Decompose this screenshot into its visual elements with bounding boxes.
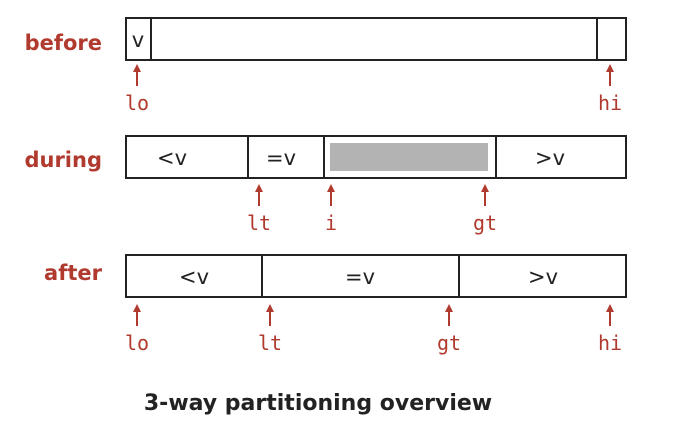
arrowhead-icon	[255, 184, 263, 192]
index-label-lt: lt	[258, 331, 282, 355]
during-pointer-i: i	[325, 184, 337, 235]
after-cell-less: <v	[179, 265, 209, 289]
arrowhead-icon	[445, 304, 453, 312]
after-pointer-gt: gt	[437, 304, 461, 355]
stage-label-after: after	[44, 261, 103, 285]
stage-label-before: before	[25, 31, 102, 55]
during-pointer-lt: lt	[247, 184, 271, 235]
index-label-lo: lo	[125, 331, 149, 355]
index-label-hi: hi	[598, 331, 622, 355]
arrowhead-icon	[481, 184, 489, 192]
arrowhead-icon	[327, 184, 335, 192]
arrowhead-icon	[606, 304, 614, 312]
during-array: <v =v >v	[125, 135, 627, 179]
arrowhead-icon	[606, 64, 614, 72]
index-label-i: i	[325, 211, 337, 235]
arrowhead-icon	[133, 304, 141, 312]
after-pointer-hi: hi	[598, 304, 622, 355]
after-array-box	[125, 254, 627, 298]
during-cell-less: <v	[157, 146, 187, 170]
index-label-gt: gt	[437, 331, 461, 355]
arrowhead-icon	[266, 304, 274, 312]
diagram-caption: 3-way partitioning overview	[144, 391, 492, 416]
index-label-gt: gt	[473, 211, 497, 235]
during-cell-greater: >v	[535, 146, 565, 170]
after-array: <v =v >v	[125, 254, 627, 298]
arrowhead-icon	[133, 64, 141, 72]
index-label-hi: hi	[598, 91, 622, 115]
stage-label-during: during	[24, 148, 102, 172]
index-label-lo: lo	[125, 91, 149, 115]
after-cell-greater: >v	[528, 265, 558, 289]
before-array: v	[125, 17, 627, 61]
before-array-box	[125, 17, 627, 61]
before-pointer-lo: lo	[125, 64, 149, 115]
before-cell-v: v	[132, 28, 144, 52]
during-pointer-gt: gt	[473, 184, 497, 235]
unknown-region	[330, 143, 488, 171]
index-label-lt: lt	[247, 211, 271, 235]
after-pointer-lo: lo	[125, 304, 149, 355]
before-pointer-hi: hi	[598, 64, 622, 115]
during-cell-equal: =v	[266, 146, 296, 170]
after-cell-equal: =v	[345, 265, 375, 289]
after-pointer-lt: lt	[258, 304, 282, 355]
